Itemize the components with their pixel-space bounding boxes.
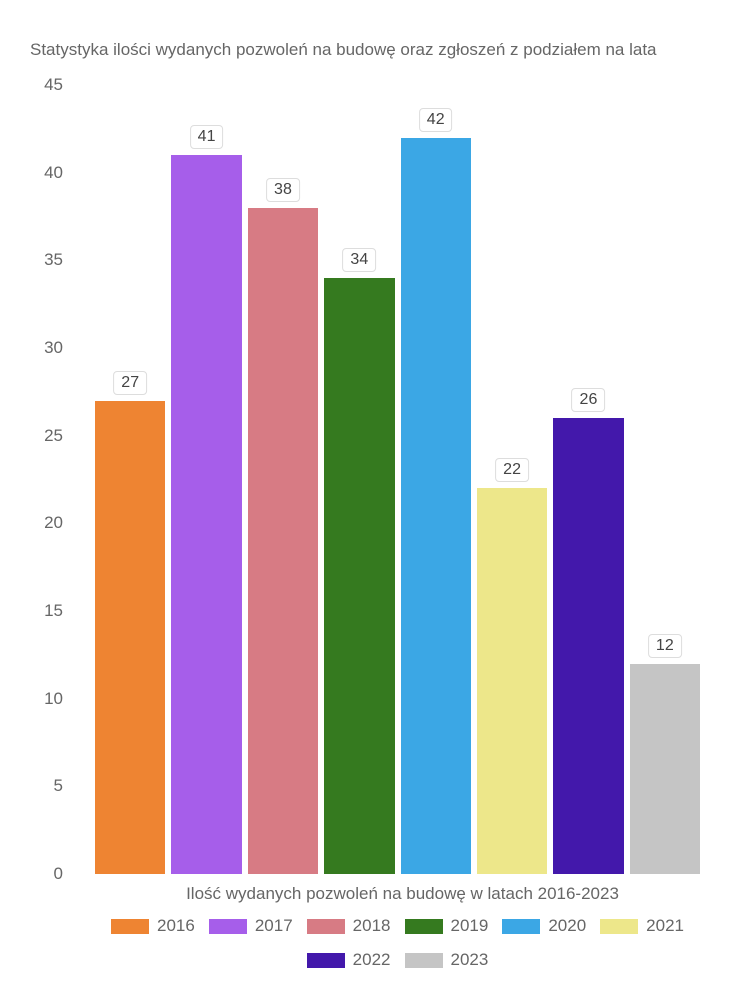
bar-value-label: 41	[190, 125, 224, 149]
legend-item-2016: 2016	[111, 916, 195, 936]
y-tick: 20	[44, 513, 63, 533]
bar-value-label: 26	[572, 388, 606, 412]
bar-2016: 27	[95, 401, 165, 874]
legend-swatch	[405, 953, 443, 968]
legend-swatch	[209, 919, 247, 934]
chart-container: Statystyka ilości wydanych pozwoleń na b…	[30, 40, 720, 970]
bar-value-label: 27	[113, 371, 147, 395]
legend-item-2022: 2022	[307, 950, 391, 970]
bar-2019: 34	[324, 278, 394, 874]
plot-area: 051015202530354045 2741383442222612	[30, 85, 720, 874]
legend-label: 2017	[255, 916, 293, 936]
bar-2023: 12	[630, 664, 700, 874]
y-tick: 45	[44, 75, 63, 95]
legend-item-2023: 2023	[405, 950, 489, 970]
legend-swatch	[307, 953, 345, 968]
y-tick: 10	[44, 689, 63, 709]
legend-swatch	[600, 919, 638, 934]
legend-label: 2016	[157, 916, 195, 936]
legend-label: 2020	[548, 916, 586, 936]
bar-value-label: 34	[342, 248, 376, 272]
legend: 2016 2017 2018 2019 2020 2021 2022 2023	[30, 904, 720, 970]
bar-value-label: 42	[419, 108, 453, 132]
legend-label: 2021	[646, 916, 684, 936]
y-tick: 35	[44, 250, 63, 270]
y-tick: 25	[44, 426, 63, 446]
bar-2022: 26	[553, 418, 623, 874]
y-tick: 30	[44, 338, 63, 358]
legend-item-2021: 2021	[600, 916, 684, 936]
legend-swatch	[405, 919, 443, 934]
legend-swatch	[307, 919, 345, 934]
y-tick: 0	[54, 864, 63, 884]
legend-label: 2022	[353, 950, 391, 970]
legend-item-2017: 2017	[209, 916, 293, 936]
y-tick: 5	[54, 776, 63, 796]
bar-2021: 22	[477, 488, 547, 874]
y-tick: 15	[44, 601, 63, 621]
legend-label: 2023	[451, 950, 489, 970]
legend-item-2019: 2019	[405, 916, 489, 936]
y-tick: 40	[44, 163, 63, 183]
bar-2020: 42	[401, 138, 471, 874]
y-axis: 051015202530354045	[30, 85, 75, 874]
bar-value-label: 38	[266, 178, 300, 202]
x-axis-label: Ilość wydanych pozwoleń na budowę w lata…	[30, 874, 720, 904]
legend-swatch	[502, 919, 540, 934]
bar-2018: 38	[248, 208, 318, 874]
legend-item-2020: 2020	[502, 916, 586, 936]
legend-label: 2018	[353, 916, 391, 936]
bars-row: 2741383442222612	[95, 85, 700, 874]
bar-value-label: 22	[495, 458, 529, 482]
legend-label: 2019	[451, 916, 489, 936]
bar-value-label: 12	[648, 634, 682, 658]
legend-swatch	[111, 919, 149, 934]
legend-item-2018: 2018	[307, 916, 391, 936]
chart-title: Statystyka ilości wydanych pozwoleń na b…	[30, 40, 720, 60]
bars-region: 2741383442222612	[75, 85, 720, 874]
bar-2017: 41	[171, 155, 241, 874]
